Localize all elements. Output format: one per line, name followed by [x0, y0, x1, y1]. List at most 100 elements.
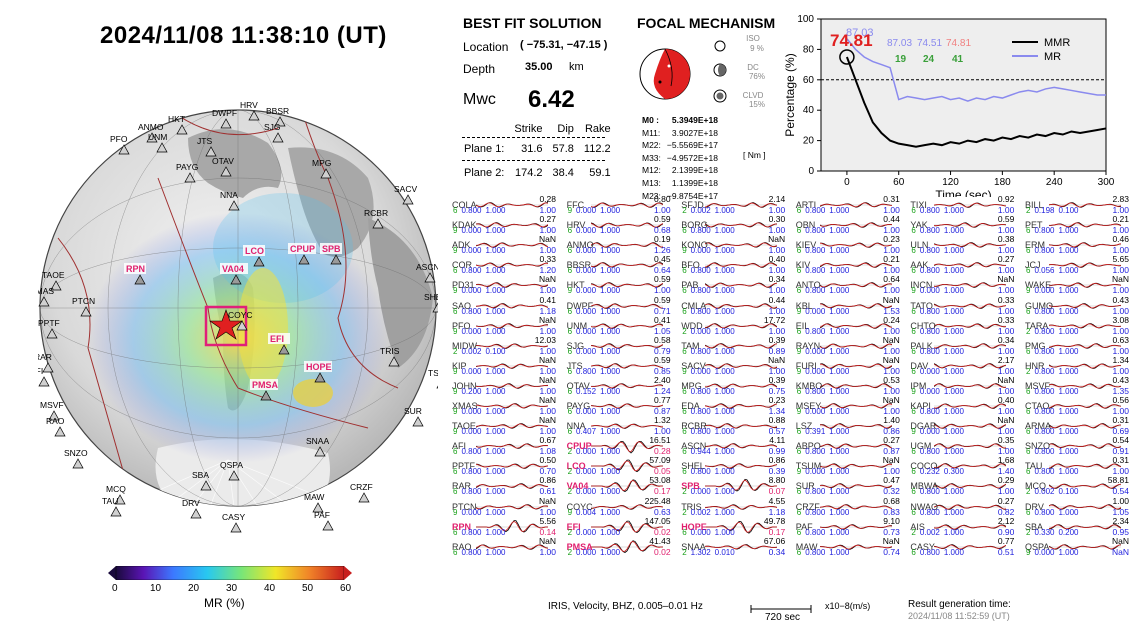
waveform-cell-incn[interactable]: INCN NaN 9 0.000 1.000 1.00 [906, 274, 1020, 296]
waveform-cell-mcq[interactable]: MCQ 58.81 2 0.002 0.100 0.54 [1021, 475, 1135, 497]
waveform-cell-otav[interactable]: OTAV 2.40 6 0.152 1.000 1.24 [563, 375, 677, 397]
waveform-cell-paf[interactable]: PAF 9.10 6 0.800 1.000 0.73 [792, 516, 906, 538]
waveform-cell-ctao[interactable]: CTAO 0.56 6 0.800 1.000 1.00 [1021, 395, 1135, 417]
waveform-cell-abpo[interactable]: ABPO 0.27 6 0.800 1.000 0.87 [792, 435, 906, 457]
waveform-cell-sur[interactable]: SUR 0.47 6 0.800 1.000 0.32 [792, 475, 906, 497]
station-snaa[interactable]: SNAA [306, 436, 329, 457]
waveform-cell-pptf[interactable]: PPTF 0.50 6 0.800 1.000 0.70 [448, 455, 562, 477]
waveform-cell-rcbr[interactable]: RCBR 0.88 6 0.800 1.000 0.57 [677, 415, 791, 437]
waveform-cell-kiv[interactable]: KIV 0.21 6 0.800 1.000 1.00 [792, 254, 906, 276]
waveform-cell-pd31[interactable]: PD31 NaN 9 0.000 1.000 1.00 [448, 274, 562, 296]
station-ascn[interactable]: ASCN [416, 262, 438, 283]
waveform-cell-kono[interactable]: KONO NaN 9 0.000 1.000 1.00 [677, 234, 791, 256]
station-bbsr[interactable]: BBSR [266, 106, 289, 127]
station-pmsa[interactable]: PMSA [250, 379, 279, 401]
waveform-cell-pfo[interactable]: PFO NaN 9 0.000 1.000 1.00 [448, 315, 562, 337]
waveform-cell-dwpf[interactable]: DWPF 0.59 6 0.000 1.000 0.71 [563, 295, 677, 317]
station-xmas[interactable]: XMAS [38, 286, 54, 307]
waveform-cell-maw[interactable]: MAW NaN 6 0.800 1.000 0.74 [792, 536, 906, 558]
station-rcbr[interactable]: RCBR [364, 208, 388, 229]
waveform-cell-mbwa[interactable]: MBWA 0.29 6 0.800 1.000 1.00 [906, 475, 1020, 497]
waveform-cell-ipm[interactable]: IPM NaN 9 0.000 1.000 1.00 [906, 375, 1020, 397]
station-maw[interactable]: MAW [304, 492, 324, 513]
waveform-cell-anto[interactable]: ANTO 0.64 6 0.800 1.000 1.00 [792, 274, 906, 296]
station-crzf[interactable]: CRZF [350, 482, 373, 503]
station-hkt[interactable]: HKT [168, 114, 188, 135]
waveform-cell-aak[interactable]: AAK 0.27 6 0.800 1.000 1.00 [906, 254, 1020, 276]
waveform-cell-chto[interactable]: CHTO 0.33 6 0.800 1.000 1.00 [906, 315, 1020, 337]
waveform-cell-palk[interactable]: PALK 0.34 6 0.800 1.000 1.00 [906, 335, 1020, 357]
station-paf[interactable]: PAF [314, 510, 334, 531]
station-jts[interactable]: JTS [197, 136, 217, 157]
waveform-cell-yak[interactable]: YAK 0.59 6 0.800 1.000 1.00 [906, 214, 1020, 236]
station-pfo[interactable]: PFO [110, 134, 130, 155]
waveform-cell-dgar[interactable]: DGAR NaN 9 0.000 1.000 1.00 [906, 415, 1020, 437]
waveform-cell-crzf[interactable]: CRZF 0.68 6 0.800 1.000 0.83 [792, 496, 906, 518]
waveform-cell-tam[interactable]: TAM 0.39 6 0.800 1.000 0.89 [677, 335, 791, 357]
station-unm[interactable]: UNM [148, 132, 168, 153]
station-cpup[interactable]: CPUP [288, 243, 316, 265]
waveform-cell-sjg[interactable]: SJG 0.58 6 0.000 1.000 0.79 [563, 335, 677, 357]
waveform-cell-cmla[interactable]: CMLA 0.44 6 0.800 1.000 1.00 [677, 295, 791, 317]
station-ptcn[interactable]: PTCN [72, 296, 95, 317]
waveform-cell-ascn[interactable]: ASCN 4.11 6 0.944 1.000 0.99 [677, 435, 791, 457]
waveform-cell-furi[interactable]: FURI NaN 9 0.000 1.000 1.00 [792, 355, 906, 377]
waveform-cell-uln[interactable]: ULN 0.38 6 0.800 1.000 1.00 [906, 234, 1020, 256]
waveform-cell-arma[interactable]: ARMA 0.31 6 0.800 1.000 0.69 [1021, 415, 1135, 437]
waveform-cell-wake[interactable]: WAKE NaN 9 0.000 1.000 1.00 [1021, 274, 1135, 296]
station-sjg[interactable]: SJG [264, 122, 284, 143]
waveform-cell-cpup[interactable]: CPUP 16.51 2 0.000 1.000 0.28 [563, 435, 677, 457]
station-rpn[interactable]: RPN [124, 263, 146, 285]
waveform-cell-tsum[interactable]: TSUM NaN 9 0.000 1.000 1.00 [792, 455, 906, 477]
waveform-cell-rayn[interactable]: RAYN NaN 9 0.000 1.000 1.00 [792, 335, 906, 357]
waveform-cell-coyc[interactable]: COYC 225.48 9 0.004 1.000 0.63 [563, 496, 677, 518]
waveform-cell-adk[interactable]: ADK NaN 9 0.000 1.000 1.00 [448, 234, 562, 256]
waveform-cell-snaa[interactable]: SNAA 67.06 2 1.302 0.010 0.34 [677, 536, 791, 558]
waveform-cell-ugm[interactable]: UGM 0.35 6 0.800 1.000 1.00 [906, 435, 1020, 457]
waveform-cell-tara[interactable]: TARA 3.08 2 0.800 1.000 1.00 [1021, 315, 1135, 337]
waveform-cell-tixi[interactable]: TIXI 0.92 6 0.800 1.000 1.00 [906, 194, 1020, 216]
station-hrv[interactable]: HRV [240, 100, 260, 121]
waveform-cell-bill[interactable]: BILL 2.83 2 0.198 0.100 1.00 [1021, 194, 1135, 216]
station-payg[interactable]: PAYG [176, 162, 198, 183]
waveform-cell-kiev[interactable]: KIEV 0.23 6 0.800 1.000 1.00 [792, 234, 906, 256]
waveform-cell-coco[interactable]: COCO 1.68 6 0.232 0.300 1.40 [906, 455, 1020, 477]
waveform-cell-taoe[interactable]: TAOE NaN 9 0.000 1.000 1.00 [448, 415, 562, 437]
waveform-cell-kapi[interactable]: KAPI 0.40 6 0.800 1.000 1.00 [906, 395, 1020, 417]
waveform-cell-kbl[interactable]: KBL NaN 9 0.000 1.000 1.53 [792, 295, 906, 317]
waveform-cell-sao[interactable]: SAO 0.41 6 0.800 1.000 1.18 [448, 295, 562, 317]
station-shel[interactable]: SHEL [424, 292, 438, 313]
station-rao[interactable]: RAO [46, 416, 66, 437]
waveform-cell-eil[interactable]: EIL 0.24 6 0.800 1.000 1.00 [792, 315, 906, 337]
waveform-cell-rao[interactable]: RAO NaN 6 0.800 1.000 1.00 [448, 536, 562, 558]
station-drv[interactable]: DRV [182, 498, 202, 519]
waveform-cell-borg[interactable]: BORG 0.30 6 0.800 1.000 1.00 [677, 214, 791, 236]
station-otav[interactable]: OTAV [212, 156, 234, 177]
station-sacv[interactable]: SACV [394, 184, 417, 205]
station-sba[interactable]: SBA [192, 470, 212, 491]
waveform-cell-unm[interactable]: UNM 0.41 6 0.000 1.000 1.05 [563, 315, 677, 337]
waveform-cell-va04[interactable]: VA04 53.08 2 0.000 1.000 0.17 [563, 475, 677, 497]
waveform-cell-shel[interactable]: SHEL 0.86 6 0.800 1.000 0.39 [677, 455, 791, 477]
waveform-cell-bfo[interactable]: BFO 0.40 6 0.800 1.000 1.00 [677, 254, 791, 276]
waveform-cell-jcj[interactable]: JCJ 5.65 6 0.056 1.000 1.00 [1021, 254, 1135, 276]
waveform-cell-snzo[interactable]: SNZO 0.54 6 0.800 1.000 0.91 [1021, 435, 1135, 457]
waveform-cell-mpg[interactable]: MPG 0.39 6 0.800 1.000 0.75 [677, 375, 791, 397]
station-hope[interactable]: HOPE [304, 361, 332, 383]
station-msvf[interactable]: MSVF [40, 400, 64, 421]
waveform-cell-john[interactable]: JOHN NaN 9 0.200 1.000 1.00 [448, 375, 562, 397]
waveform-cell-hnr[interactable]: HNR 1.34 2 0.800 1.000 1.00 [1021, 355, 1135, 377]
waveform-cell-jts[interactable]: JTS 0.59 6 0.800 1.000 0.85 [563, 355, 677, 377]
waveform-cell-tris[interactable]: TRIS 4.55 2 0.002 1.000 1.18 [677, 496, 791, 518]
waveform-cell-pmsa[interactable]: PMSA 41.43 2 0.000 1.000 0.02 [563, 536, 677, 558]
station-qspa[interactable]: QSPA [220, 460, 243, 481]
waveform-cell-casy[interactable]: CASY 0.77 6 0.800 1.000 0.51 [906, 536, 1020, 558]
station-tris[interactable]: TRIS [380, 346, 400, 367]
station-taoe[interactable]: TAOE [42, 270, 65, 291]
station-sur[interactable]: SUR [404, 406, 424, 427]
waveform-cell-pet[interactable]: PET 0.21 6 0.800 1.000 1.00 [1021, 214, 1135, 236]
station-tau[interactable]: TAU [102, 496, 122, 517]
waveform-cell-dav[interactable]: DAV 2.17 6 0.000 1.000 1.00 [906, 355, 1020, 377]
waveform-cell-ptcn[interactable]: PTCN NaN 9 0.000 1.000 1.00 [448, 496, 562, 518]
